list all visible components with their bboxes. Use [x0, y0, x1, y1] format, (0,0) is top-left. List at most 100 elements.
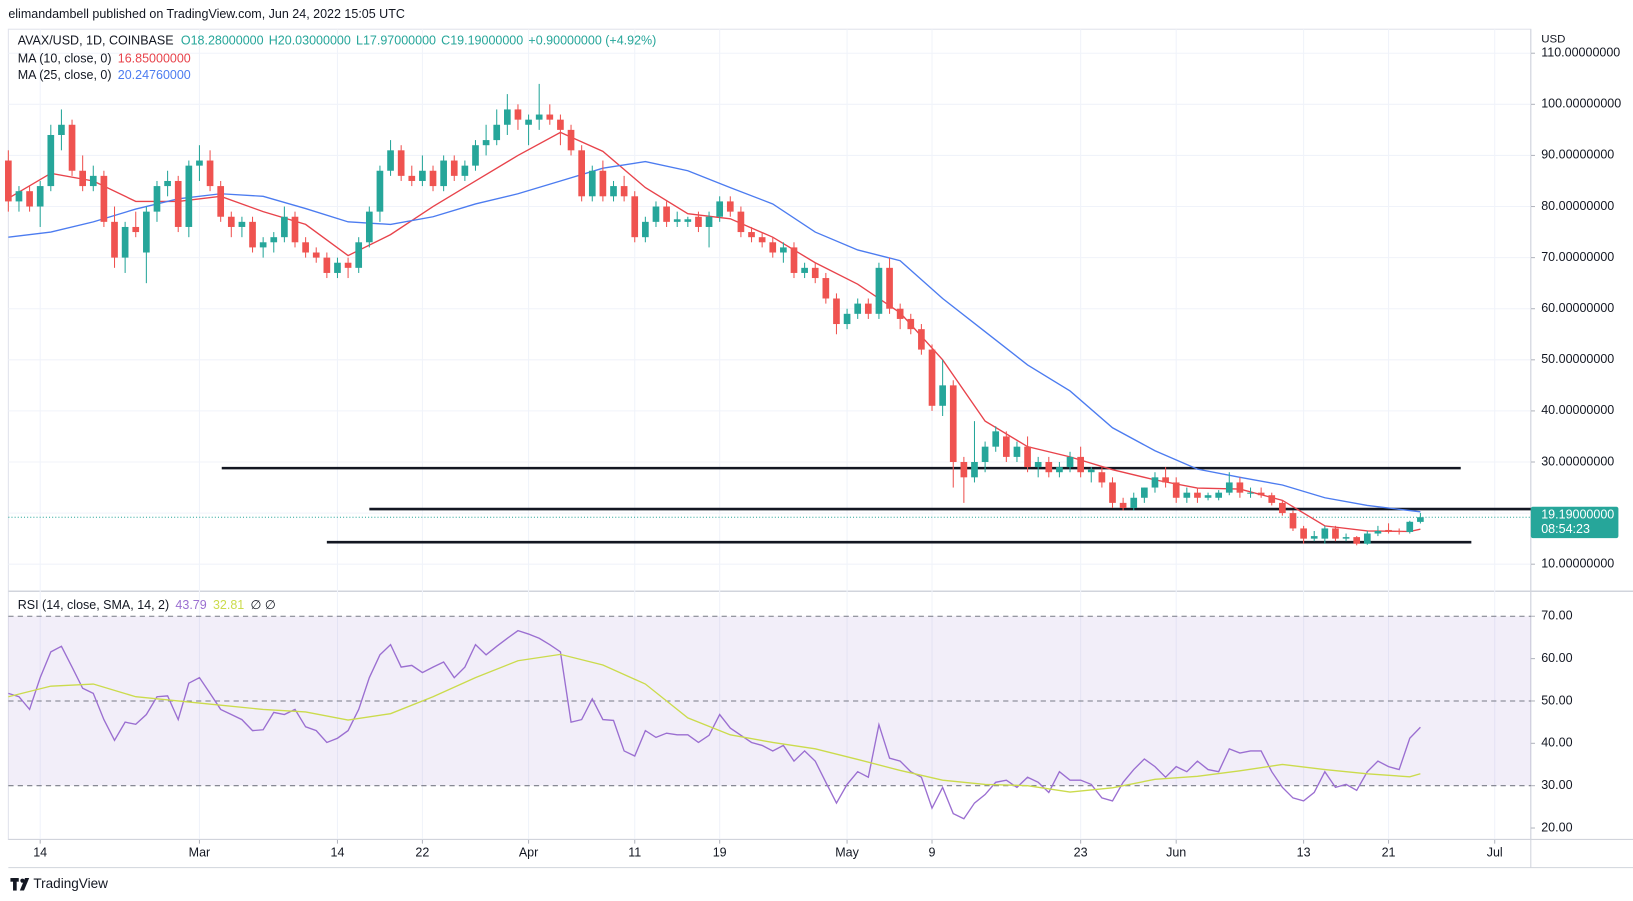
candle-body [1045, 462, 1053, 473]
rsi-title: RSI (14, close, SMA, 14, 2) [18, 598, 169, 612]
candle-body [1236, 482, 1244, 493]
candle-body [1130, 497, 1138, 508]
candle-body [1279, 502, 1286, 514]
candle-body [47, 134, 55, 187]
symbol-title: AVAX/USD, 1D, COINBASE [18, 34, 174, 48]
x-tick-label: 14 [33, 845, 47, 859]
ohlc-value: C19.19000000 [441, 34, 523, 48]
candle-body [1353, 537, 1361, 544]
candle-body [705, 216, 713, 227]
candle-body [270, 237, 278, 243]
last-price-label: 19.19000000 [1541, 507, 1614, 521]
candle-body [461, 165, 469, 176]
candle-body [5, 160, 12, 202]
candle-body [58, 124, 65, 135]
y-tick-label: 40.00 [1541, 736, 1572, 750]
candle-body [15, 191, 23, 202]
candle-body [758, 237, 766, 243]
x-tick-label: Apr [519, 845, 538, 859]
y-tick-label: 30.00000000 [1541, 454, 1614, 468]
candle-body [100, 175, 108, 222]
y-tick-label: 50.00 [1541, 693, 1572, 707]
candle-body [525, 119, 532, 125]
candle-body [1289, 513, 1297, 529]
candle-body [790, 247, 798, 273]
candle-body [599, 170, 607, 197]
candle-body [1087, 469, 1095, 473]
candle-body [174, 180, 182, 227]
candle-body [695, 216, 702, 227]
y-tick-label: 70.00 [1541, 609, 1572, 623]
candle-body [918, 329, 925, 350]
candle-body [1215, 492, 1223, 498]
candle-body [886, 267, 893, 309]
candle-body [1172, 482, 1180, 498]
candle-body [1310, 536, 1318, 539]
ohlc-value: L17.97000000 [356, 34, 436, 48]
candle-body [684, 219, 692, 222]
candle-body [1204, 495, 1212, 498]
candle-body [1141, 487, 1148, 498]
publish-header: elimandambell published on TradingView.c… [8, 7, 405, 21]
candle-body [981, 446, 989, 463]
candle-body [1109, 482, 1116, 503]
y-tick-label: 90.00000000 [1541, 148, 1614, 162]
candle-body [121, 226, 129, 258]
candle-body [419, 170, 426, 181]
candle-body [153, 186, 161, 212]
candle-body [546, 114, 554, 120]
y-tick-label: 110.00000000 [1541, 46, 1620, 60]
candle-body [206, 160, 214, 187]
candle-body [1406, 521, 1414, 533]
candle-body [408, 175, 416, 181]
candle-body [334, 262, 341, 273]
candle-body [588, 170, 596, 197]
y-tick-label: 10.00000000 [1541, 556, 1614, 570]
candle-body [302, 242, 309, 253]
candle-body [652, 206, 660, 222]
legend-value: 20.24760000 [118, 68, 191, 82]
logo-part [13, 878, 17, 891]
candle-body [143, 211, 150, 253]
candle-body [1024, 446, 1031, 468]
last-price-box [1530, 506, 1619, 539]
candle-body [217, 186, 225, 217]
candle-body [397, 150, 405, 176]
candle-body [1225, 482, 1233, 493]
x-tick-label: 19 [713, 845, 727, 859]
candle-body [482, 140, 490, 146]
candle-body [259, 242, 267, 248]
candle-body [344, 262, 352, 268]
legend-line: MA (25, close, 0) 20.24760000 [18, 68, 191, 82]
candle-body [801, 267, 808, 273]
candle-body [673, 219, 681, 222]
candle-body [1300, 528, 1307, 539]
candle-body [960, 462, 968, 478]
x-tick-label: May [835, 845, 859, 859]
x-tick-label: Jun [1166, 845, 1186, 859]
candle-body [504, 109, 511, 125]
x-tick-label: 9 [929, 845, 936, 859]
candle-body [1395, 530, 1403, 533]
candle-body [1034, 462, 1042, 468]
candle-body [450, 160, 458, 176]
legend-value: 16.85000000 [118, 52, 191, 66]
candle-body [323, 257, 331, 273]
candle-body [1268, 495, 1276, 503]
candle-body [196, 160, 203, 166]
candle-body [843, 313, 851, 325]
candle-body [1332, 528, 1339, 539]
candle-body [1183, 492, 1191, 498]
candle-body [748, 232, 755, 238]
footer-brand: TradingView [33, 876, 108, 891]
x-tick-label: 14 [331, 845, 345, 859]
legend-line: MA (10, close, 0) 16.85000000 [18, 52, 191, 66]
candle-body [1385, 529, 1392, 533]
x-tick-label: Jul [1487, 845, 1503, 859]
candle-body [440, 160, 447, 187]
candle-body [875, 267, 883, 314]
candle-body [1056, 467, 1063, 473]
tradingview-logo [10, 878, 30, 891]
candle-body [1321, 528, 1329, 539]
